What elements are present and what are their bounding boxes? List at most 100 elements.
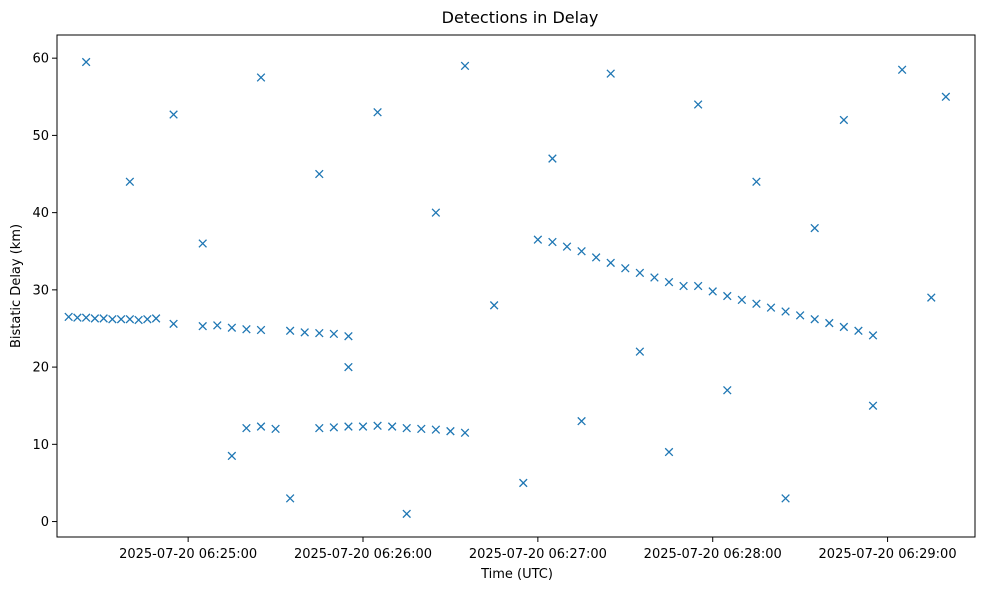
data-point [781,494,790,503]
data-point [941,92,951,102]
data-point [854,326,863,336]
data-point [227,323,237,332]
data-point [213,321,222,330]
x-tick-label: 2025-07-20 06:26:00 [294,547,432,562]
data-point [693,281,703,291]
x-tick-label: 2025-07-20 06:28:00 [644,547,782,562]
data-point [606,69,615,78]
data-point [431,208,441,217]
data-point [897,65,907,75]
data-point [723,386,732,395]
data-point [402,509,411,519]
data-point [577,416,586,426]
data-point [373,421,382,431]
data-point [151,314,161,323]
detection-points [64,57,951,519]
data-point [839,115,849,125]
x-tick-label: 2025-07-20 06:27:00 [469,547,607,562]
data-point [781,307,790,316]
data-point [108,314,117,324]
data-point [242,324,251,334]
y-tick-label: 0 [41,515,49,530]
data-point [315,169,324,179]
data-point [285,326,295,336]
data-point [693,100,703,109]
data-point [868,331,878,340]
data-point [810,223,819,233]
data-point [227,451,237,461]
data-point [344,331,353,341]
data-point [650,273,659,282]
data-point [99,314,108,323]
data-point [606,258,615,268]
data-point [460,61,470,71]
data-point [169,319,178,329]
data-point [664,447,674,457]
y-axis-label: Bistatic Delay (km) [9,224,24,348]
data-point [125,314,135,324]
data-point [315,328,324,338]
y-axis: 0 10 20 30 40 50 60 [32,52,57,530]
y-tick-label: 40 [32,206,49,221]
data-point [868,401,878,410]
chart-title: Detections in Delay [442,8,599,27]
data-point [329,423,339,432]
data-point [256,422,266,431]
data-point [125,177,135,186]
x-tick-label: 2025-07-20 06:25:00 [119,547,257,562]
data-point [446,426,455,436]
x-tick-label: 2025-07-20 06:29:00 [819,547,957,562]
data-point [621,263,630,273]
data-point [81,313,91,322]
data-point [460,428,470,437]
data-point [169,110,178,119]
data-point [810,314,819,324]
data-point [134,315,143,325]
data-point [256,73,266,82]
data-point [300,328,309,337]
data-point [329,329,339,339]
data-point [708,287,717,296]
plot-frame [56,34,976,538]
data-point [198,239,207,248]
data-point [431,425,441,434]
data-point [679,281,688,291]
data-point [752,299,761,309]
x-axis: 2025-07-20 06:25:00 2025-07-20 06:26:00 20… [119,537,957,562]
data-point [242,423,251,433]
data-point [81,57,91,67]
data-point [723,291,732,301]
data-point [548,154,557,163]
y-tick-label: 60 [32,52,49,67]
data-point [548,237,557,247]
data-point [373,107,382,117]
y-tick-label: 10 [32,438,49,453]
data-point [795,311,805,320]
data-point [839,322,849,332]
data-point [64,312,73,322]
data-point [519,478,528,488]
data-point [489,301,499,310]
data-point [825,318,834,328]
data-point [533,235,543,244]
data-point [315,423,324,433]
data-point [344,422,353,431]
data-point [256,325,266,335]
data-point [285,494,295,503]
data-point [927,293,936,302]
data-point [73,313,82,322]
data-point [766,303,776,312]
y-tick-label: 20 [32,361,49,376]
data-point [752,177,761,186]
data-point [402,423,411,433]
data-point [562,242,572,251]
data-point [198,321,207,331]
data-point [737,295,747,305]
data-point [591,253,601,262]
x-axis-label: Time (UTC) [480,567,553,582]
data-point [271,424,280,434]
y-tick-label: 30 [32,283,49,298]
data-point [358,422,368,431]
y-tick-label: 50 [32,129,49,144]
